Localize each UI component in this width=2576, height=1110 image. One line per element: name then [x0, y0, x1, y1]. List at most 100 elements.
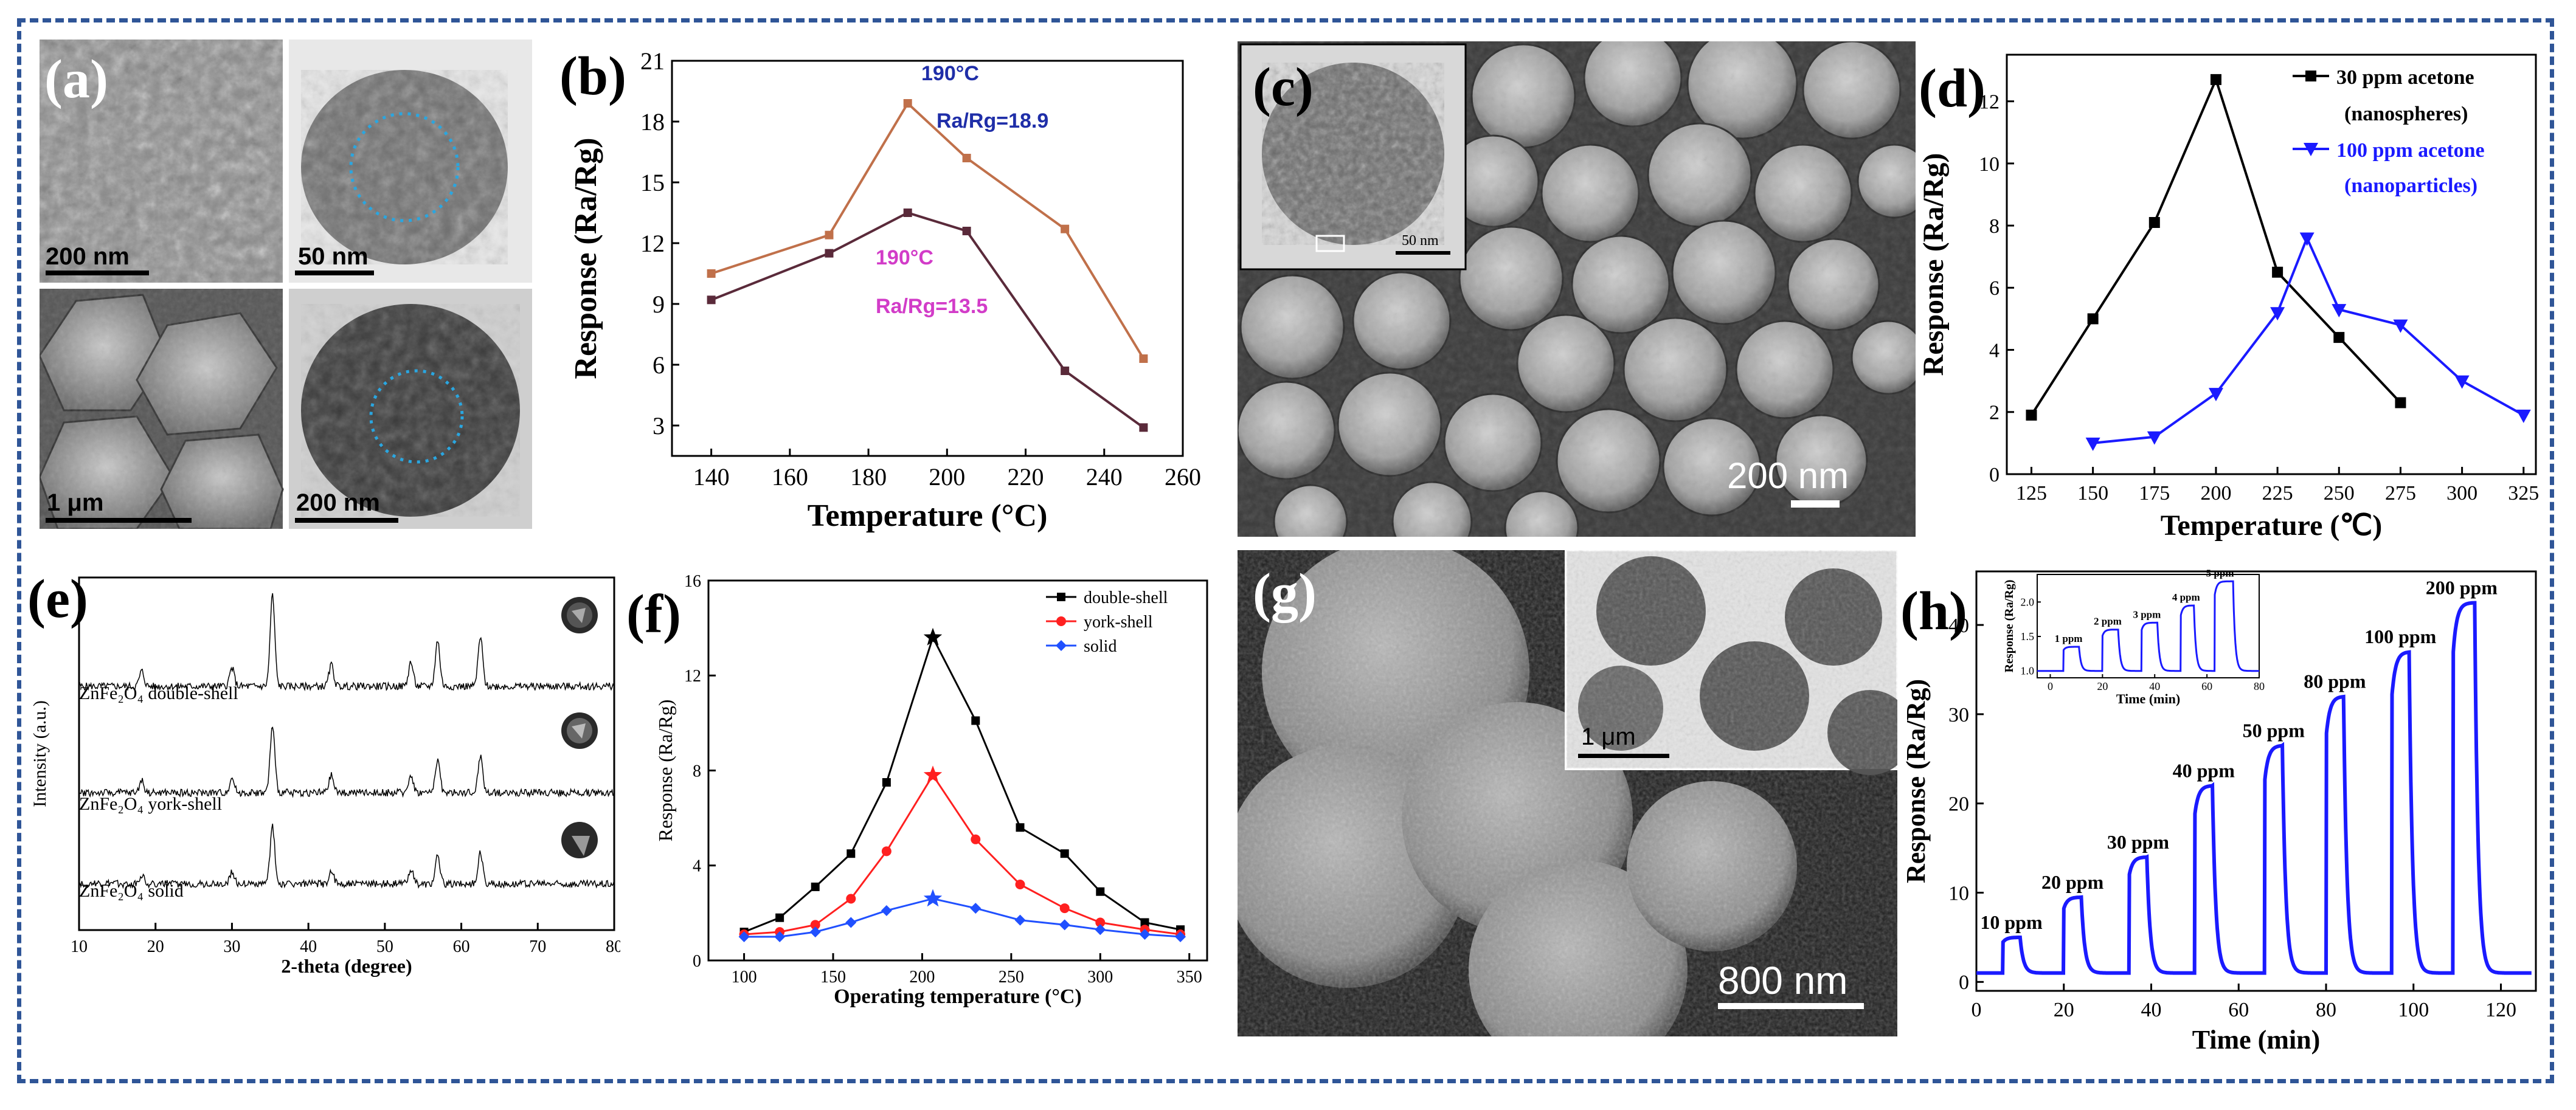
panel-label: (d) — [1919, 58, 1986, 119]
data-point — [2299, 232, 2315, 246]
inset-y-tick-label: 1.5 — [2021, 630, 2035, 643]
y-tick-label: 8 — [1989, 215, 2000, 238]
scalebar-label: 800 nm — [1718, 959, 1847, 1002]
inset-x-tick-label: 40 — [2149, 680, 2160, 692]
legend-label: 30 ppm acetone — [2336, 66, 2474, 89]
data-point — [2272, 266, 2283, 278]
y-tick-label: 6 — [1989, 277, 2000, 300]
y-axis-label: Response (Ra/Rg) — [1901, 679, 1931, 883]
x-tick-label: 225 — [2262, 482, 2293, 505]
panel-a: 200 nm 50 nm 1 μm 200 nm (a) — [40, 40, 532, 529]
inset-chart: 0 20 40 60 80 1.0 1.5 2.0 Time (min) Response (Ra… — [2003, 567, 2265, 706]
data-point — [2395, 397, 2406, 408]
panel-d: (d) 125 150 175 200 225 250 275 300 325 0 2 4 6 8 10 12… — [1916, 49, 2542, 553]
legend-label: (nanospheres) — [2344, 103, 2468, 125]
data-point — [881, 846, 892, 857]
step-label: 20 ppm — [2041, 871, 2104, 893]
plot-frame — [1975, 570, 2537, 992]
x-tick-label: 250 — [2324, 482, 2355, 505]
x-tick-label: 20 — [2054, 999, 2074, 1021]
legend-marker — [1057, 593, 1065, 601]
panel-label: (f) — [626, 584, 681, 644]
legend-label: solid — [1084, 637, 1117, 656]
scalebar-line — [46, 271, 149, 275]
inset-response-curve — [2037, 580, 2259, 672]
y-tick-label: 9 — [653, 291, 665, 318]
x-tick-label: 160 — [772, 463, 808, 491]
particle-icon — [561, 712, 598, 749]
data-point — [1095, 924, 1106, 936]
plot-frame — [671, 60, 1184, 457]
x-tick-label: 40 — [2141, 999, 2162, 1021]
data-point — [971, 716, 980, 725]
data-point — [775, 913, 784, 922]
sem-image-top-left — [40, 40, 283, 283]
legend: 30 ppm acetone (nanospheres) 100 ppm ace… — [2293, 66, 2485, 197]
step-label: 80 ppm — [2304, 670, 2366, 692]
data-point — [707, 295, 716, 305]
x-tick-label: 140 — [693, 463, 730, 491]
data-point — [1139, 423, 1148, 432]
y-axis-label: Response (Ra/Rg) — [654, 700, 676, 842]
data-point — [811, 882, 820, 891]
inset-y-tick-label: 2.0 — [2021, 596, 2035, 608]
data-point — [2454, 375, 2470, 389]
x-axis-label: Temperature (°C) — [808, 498, 1048, 533]
inset-y-axis-label: Response (Ra/Rg) — [2003, 580, 2016, 673]
x-tick-label: 70 — [529, 937, 546, 956]
data-point — [2270, 307, 2285, 321]
x-tick-label: 240 — [1086, 463, 1123, 491]
x-axis-label: 2-theta (degree) — [281, 955, 412, 977]
x-tick-label: 60 — [2228, 999, 2249, 1021]
data-point — [845, 917, 857, 928]
x-tick-label: 350 — [1177, 968, 1202, 987]
x-tick-label: 180 — [850, 463, 887, 491]
inset-x-tick-label: 0 — [2048, 680, 2053, 692]
y-tick-label: 0 — [1959, 971, 1969, 994]
data-point — [971, 834, 981, 844]
data-point — [2148, 217, 2160, 228]
inset-step-label: 4 ppm — [2172, 591, 2200, 603]
panel-label: (b) — [559, 46, 626, 106]
data-point — [774, 931, 786, 942]
x-tick-label: 200 — [2200, 482, 2231, 505]
y-tick-label: 21 — [640, 47, 665, 75]
x-tick-label: 80 — [606, 937, 620, 956]
scalebar-label: 200 nm — [1727, 455, 1849, 496]
panel-label: (h) — [1900, 581, 1967, 641]
data-point — [882, 778, 891, 787]
y-tick-label: 0 — [1989, 464, 2000, 486]
data-point — [962, 154, 971, 162]
data-point — [738, 931, 750, 942]
inset-step-label: 2 ppm — [2094, 616, 2122, 627]
scalebar-line — [46, 518, 192, 523]
curve-label: ZnFe₂O₄ solid — [79, 881, 184, 901]
data-point — [1175, 931, 1186, 942]
data-point — [903, 99, 912, 108]
annotation: Ra/Rg=18.9 — [937, 109, 1048, 133]
data-point — [923, 627, 943, 646]
particle-icon — [561, 597, 598, 633]
inset-x-axis-label: Time (min) — [2116, 691, 2180, 706]
data-point — [2393, 319, 2408, 333]
annotation: 190°C — [876, 246, 933, 269]
x-tick-label: 150 — [2077, 482, 2108, 505]
sem-image-bottom-left — [40, 289, 284, 529]
series-line — [2030, 76, 2401, 416]
y-axis-label: Response (Ra/Rg) — [569, 137, 603, 379]
x-tick-label: 40 — [300, 937, 317, 956]
particle-icon — [561, 822, 598, 858]
data-point — [2147, 431, 2162, 445]
data-point — [1059, 919, 1070, 931]
scalebar-label: 1 μm — [1581, 723, 1636, 750]
inset-step-label: 5 ppm — [2206, 567, 2234, 579]
data-point — [962, 227, 971, 235]
scalebar-label: 50 nm — [298, 243, 369, 270]
inset-step-label: 3 ppm — [2133, 608, 2161, 620]
series-line — [744, 773, 1181, 936]
x-tick-label: 200 — [929, 463, 965, 491]
series-line — [744, 897, 1181, 938]
x-tick-label: 150 — [820, 968, 846, 987]
data-point — [1060, 849, 1069, 858]
series-line — [744, 635, 1181, 933]
